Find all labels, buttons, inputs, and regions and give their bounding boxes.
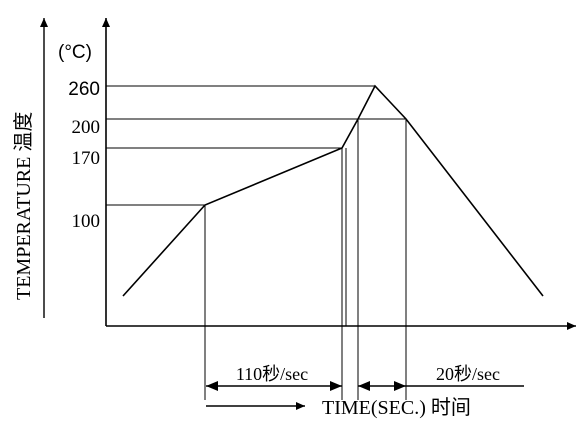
y-tick-100: 100 [72,211,101,232]
annotation-20: 20秒/sec [358,364,524,391]
y-tick-200: 200 [72,117,101,138]
y-axis-label: TEMPERATURE 温度 [12,112,35,300]
dim-20-left-arrow [358,381,370,391]
y-unit: (°C) [58,42,92,63]
y-tick-170: 170 [72,148,101,169]
annotation-110: 110秒/sec [206,364,342,391]
dim-110-right-arrow [330,381,342,391]
annotation-110-text: 110秒/sec [236,364,308,384]
x-axis-label: TIME(SEC.) 时间 [322,396,471,419]
series-line [123,86,543,296]
annotation-20-text: 20秒/sec [436,364,500,384]
dim-20-right-arrow [394,381,406,391]
dim-110-left-arrow [206,381,218,391]
axes [44,18,576,326]
guides [106,86,406,400]
y-tick-260: 260 [68,79,100,100]
series-points [122,85,544,297]
